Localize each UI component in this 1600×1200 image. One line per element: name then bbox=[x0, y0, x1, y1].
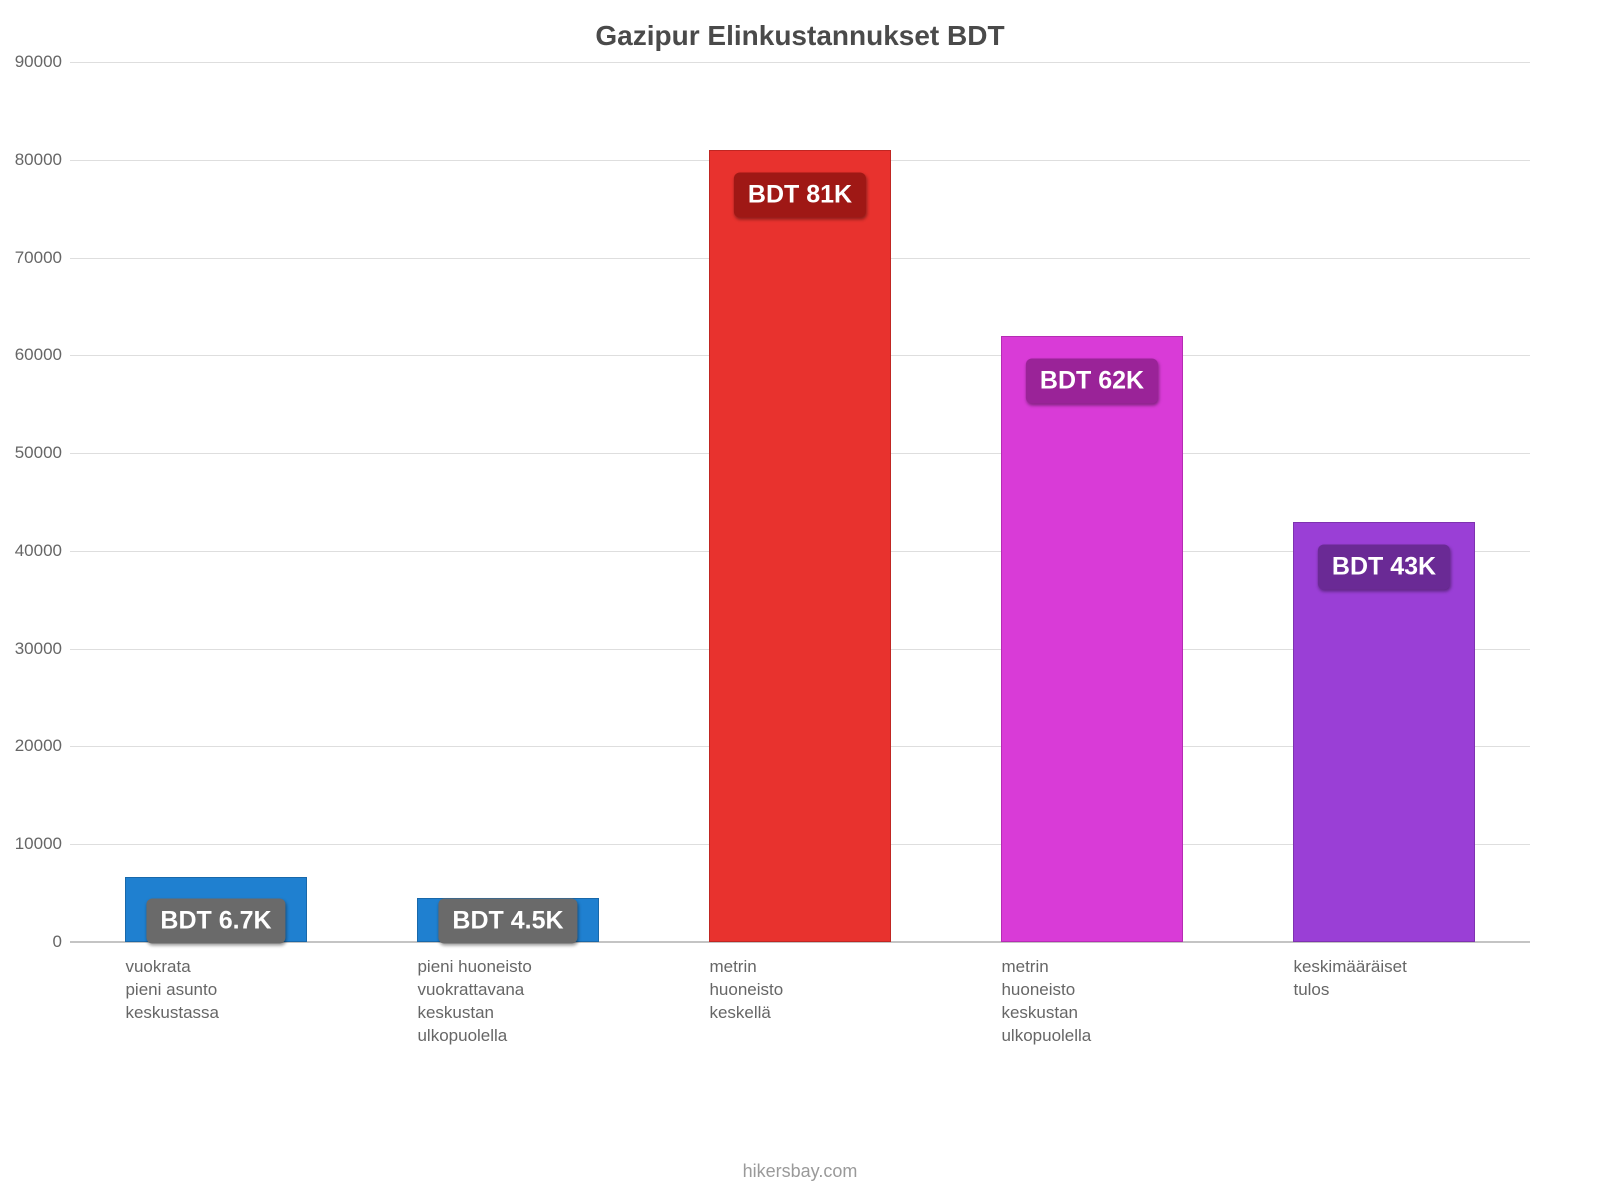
y-tick-label: 0 bbox=[53, 932, 70, 952]
bar-value-label: BDT 62K bbox=[1026, 358, 1158, 403]
bar-value-label: BDT 4.5K bbox=[438, 899, 577, 944]
x-tick-label: metrinhuoneistokeskustanulkopuolella bbox=[1001, 956, 1212, 1048]
y-tick-label: 10000 bbox=[15, 834, 70, 854]
bar-value-label: BDT 81K bbox=[734, 173, 866, 218]
y-tick-label: 70000 bbox=[15, 248, 70, 268]
x-tick-label: vuokratapieni asuntokeskustassa bbox=[125, 956, 336, 1025]
x-tick-label: pieni huoneistovuokrattavanakeskustanulk… bbox=[417, 956, 628, 1048]
bar-value-label: BDT 43K bbox=[1318, 544, 1450, 589]
bar bbox=[709, 150, 890, 942]
x-labels: vuokratapieni asuntokeskustassapieni huo… bbox=[70, 942, 1530, 956]
chart-container: Gazipur Elinkustannukset BDT 01000020000… bbox=[0, 0, 1600, 1200]
y-tick-label: 60000 bbox=[15, 345, 70, 365]
y-tick-label: 50000 bbox=[15, 443, 70, 463]
x-tick-label: metrinhuoneistokeskellä bbox=[709, 956, 920, 1025]
bar-value-label: BDT 6.7K bbox=[146, 899, 285, 944]
y-tick-label: 90000 bbox=[15, 52, 70, 72]
chart-title: Gazipur Elinkustannukset BDT bbox=[40, 20, 1560, 52]
y-tick-label: 80000 bbox=[15, 150, 70, 170]
x-tick-label: keskimääräisettulos bbox=[1293, 956, 1504, 1002]
bar bbox=[1001, 336, 1182, 942]
y-tick-label: 40000 bbox=[15, 541, 70, 561]
y-tick-label: 30000 bbox=[15, 639, 70, 659]
plot-area: 0100002000030000400005000060000700008000… bbox=[70, 62, 1530, 942]
credit-text: hikersbay.com bbox=[0, 1161, 1600, 1182]
grid-line bbox=[70, 62, 1530, 63]
y-tick-label: 20000 bbox=[15, 736, 70, 756]
